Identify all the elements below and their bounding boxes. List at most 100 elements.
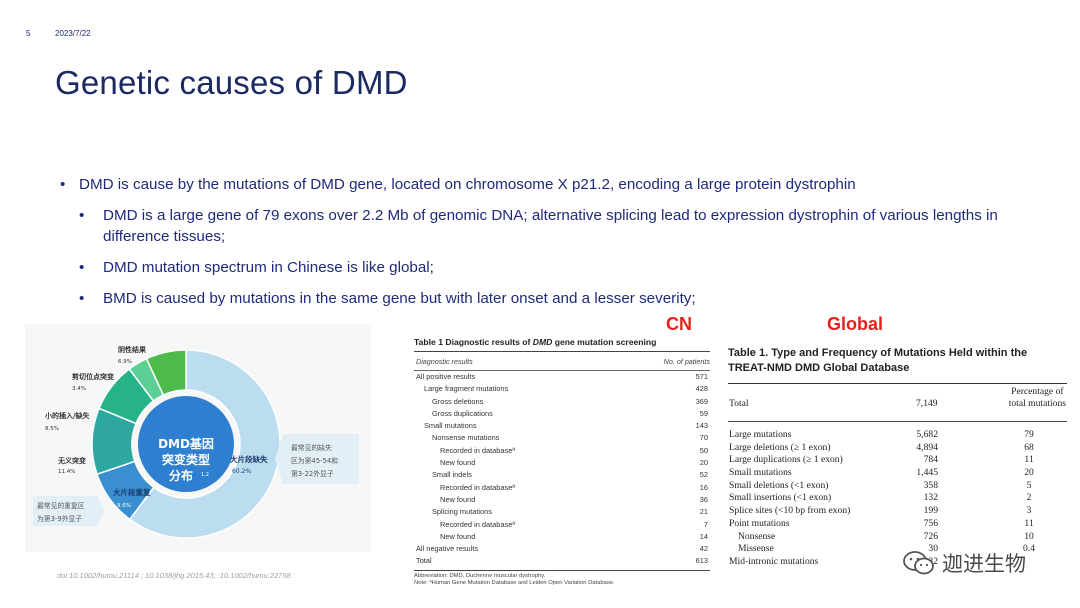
cn-row-label: All positive results — [416, 372, 476, 381]
global-row-value: 199 — [923, 505, 938, 517]
global-row-label: Splice sites (<10 bp from exon) — [729, 505, 851, 517]
cn-row-label: Gross duplications — [432, 408, 493, 418]
cn-row-value: 369 — [695, 396, 708, 406]
global-row-value: 726 — [923, 530, 938, 542]
cn-row-label: Recorded in databaseª — [440, 519, 516, 529]
cn-row-value: 16 — [699, 482, 708, 492]
cn-table-row: All negative results 42 — [414, 543, 710, 555]
global-row-value: 1,445 — [916, 467, 938, 479]
global-table-row: Point mutations 756 11 — [728, 518, 1067, 531]
cn-row-value: 613 — [695, 556, 708, 566]
donut-slice-5 — [145, 349, 187, 396]
global-row-pct: 11 — [1024, 517, 1034, 529]
global-table-row: Small deletions (<1 exon) 358 5 — [728, 480, 1067, 493]
cn-table-row: Gross duplications 59 — [414, 408, 710, 420]
global-total-value: 7,149 — [916, 398, 938, 409]
cn-row-value: 36 — [699, 494, 708, 504]
cn-table-body: All positive results 571 Large fragment mu… — [414, 371, 710, 568]
donut-svg: DMD基因 突变类型 分布 1,2 大片段缺失 60.2% 大片段重复 9.6%… — [33, 345, 359, 539]
cn-col-patients: No. of patients — [663, 357, 710, 366]
donut-center-ref: 1,2 — [201, 472, 209, 478]
cn-table-row: Recorded in databaseª 7 — [414, 519, 710, 531]
cn-row-value: 7 — [703, 519, 708, 529]
slide-date: 2023/7/22 — [55, 29, 91, 38]
label-large-deletion: 大片段缺失 — [230, 454, 268, 464]
bullet-main: DMD is cause by the mutations of DMD gen… — [60, 174, 1020, 195]
mutation-donut-figure: DMD基因 突变类型 分布 1,2 大片段缺失 60.2% 大片段重复 9.6%… — [25, 324, 371, 552]
label-small-indel: 小的插入/缺失 — [44, 411, 91, 420]
global-row-pct: 10 — [1024, 530, 1034, 542]
global-row-value: 22 — [928, 555, 938, 567]
cn-footnote-abbr: Abbreviation: DMD, Duchenne muscular dys… — [414, 572, 546, 579]
bullet-sub-1: DMD is a large gene of 79 exons over 2.2… — [60, 205, 1020, 247]
global-row-value: 132 — [923, 492, 938, 504]
donut-slice-0 — [128, 349, 281, 539]
callout-left-line1: 最常见的重复区 — [37, 501, 85, 510]
cn-table-row: Splicing mutations 21 — [414, 506, 710, 518]
global-row-value: 784 — [923, 454, 938, 466]
donut-center-line2: 突变类型 — [162, 452, 210, 467]
bullet-sub-2: DMD mutation spectrum in Chinese is like… — [60, 257, 1020, 278]
callout-right-line3: 第3-22外显子 — [291, 469, 334, 478]
cn-footnote-note: Note: ªHuman Gene Mutation Database and … — [414, 579, 615, 586]
cn-table-row: Recorded in databaseª 16 — [414, 482, 710, 494]
doi-references: doi:10.1002/humu.21114 ; 10.1038/jhg.201… — [57, 571, 291, 580]
global-row-pct: 0.4 — [1023, 543, 1035, 555]
cn-row-label: Gross deletions — [432, 396, 484, 406]
cn-table-row: Small mutations 143 — [414, 420, 710, 432]
cn-table-row: Gross deletions 369 — [414, 396, 710, 408]
cn-table-title: Table 1 Diagnostic results of DMD gene m… — [414, 337, 710, 352]
cn-col-diagnostic: Diagnostic results — [416, 357, 473, 366]
global-row-label: Mid-intronic mutations — [729, 555, 819, 567]
global-row-value: 4,894 — [916, 441, 938, 453]
global-table-row: Small insertions (<1 exon) 132 2 — [728, 492, 1067, 505]
watermark: 迦进生物 — [902, 548, 1026, 578]
donut-center-line1: DMD基因 — [158, 436, 214, 451]
cn-row-label: Nonsense mutations — [432, 433, 500, 443]
global-row-value: 5,682 — [916, 429, 938, 440]
cn-row-value: 59 — [699, 408, 708, 418]
global-row-label: Small mutations — [729, 467, 792, 479]
callout-left-line2: 为第3-9外显子 — [37, 514, 82, 523]
pct-large-duplication: 9.6% — [117, 503, 131, 509]
cn-row-value: 70 — [699, 433, 708, 443]
pct-nonsense: 11.4% — [58, 469, 75, 475]
label-negative: 阴性结果 — [118, 345, 146, 354]
global-row-value: 756 — [923, 517, 938, 529]
global-table-row: Splice sites (<10 bp from exon) 199 3 — [728, 505, 1067, 518]
global-row-label: Large duplications (≥ 1 exon) — [729, 454, 843, 466]
cn-row-value: 42 — [699, 544, 708, 554]
global-row-label: Large mutations — [729, 429, 792, 440]
cn-row-label: Recorded in databaseª — [440, 482, 516, 492]
donut-center — [138, 396, 234, 492]
global-table-row: Small mutations 1,445 20 — [728, 467, 1067, 480]
cn-table-row: Total 613 — [414, 555, 710, 567]
cn-row-value: 428 — [695, 384, 708, 394]
cn-row-value: 143 — [695, 421, 708, 431]
cn-row-value: 52 — [699, 470, 708, 480]
cn-table-row: Small indels 52 — [414, 469, 710, 481]
cn-row-value: 50 — [699, 445, 708, 455]
global-table-body: Large mutations 5,682 79 Large deletions (≥… — [728, 422, 1067, 569]
global-row-pct: 2 — [1026, 492, 1032, 504]
wechat-icon — [903, 551, 934, 575]
cn-table-row: Recorded in databaseª 50 — [414, 445, 710, 457]
global-row-pct: 3 — [1026, 505, 1032, 517]
pct-small-indel: 8.5% — [45, 426, 59, 432]
bullet-list: DMD is cause by the mutations of DMD gen… — [60, 174, 1020, 319]
callout-right-shape — [275, 434, 359, 484]
cn-row-value: 571 — [695, 372, 708, 381]
cn-row-label: New found — [440, 494, 476, 504]
global-row-label: Small deletions (<1 exon) — [729, 479, 829, 491]
global-table-row: Nonsense 726 10 — [728, 531, 1067, 544]
cn-table-row: New found 14 — [414, 531, 710, 543]
donut-center-line3: 分布 — [169, 468, 193, 483]
cn-row-label: Total — [416, 556, 432, 566]
global-table-title: Table 1. Type and Frequency of Mutations… — [728, 346, 1067, 384]
global-row-label: Point mutations — [729, 517, 790, 529]
global-pct-header: Percentage of total mutations — [1008, 386, 1066, 409]
global-row-label: Large deletions (≥ 1 exon) — [729, 441, 831, 453]
cn-table-row: Nonsense mutations 70 — [414, 432, 710, 444]
cn-table: Table 1 Diagnostic results of DMD gene m… — [414, 337, 710, 587]
cn-row-label: Small indels — [432, 470, 472, 480]
